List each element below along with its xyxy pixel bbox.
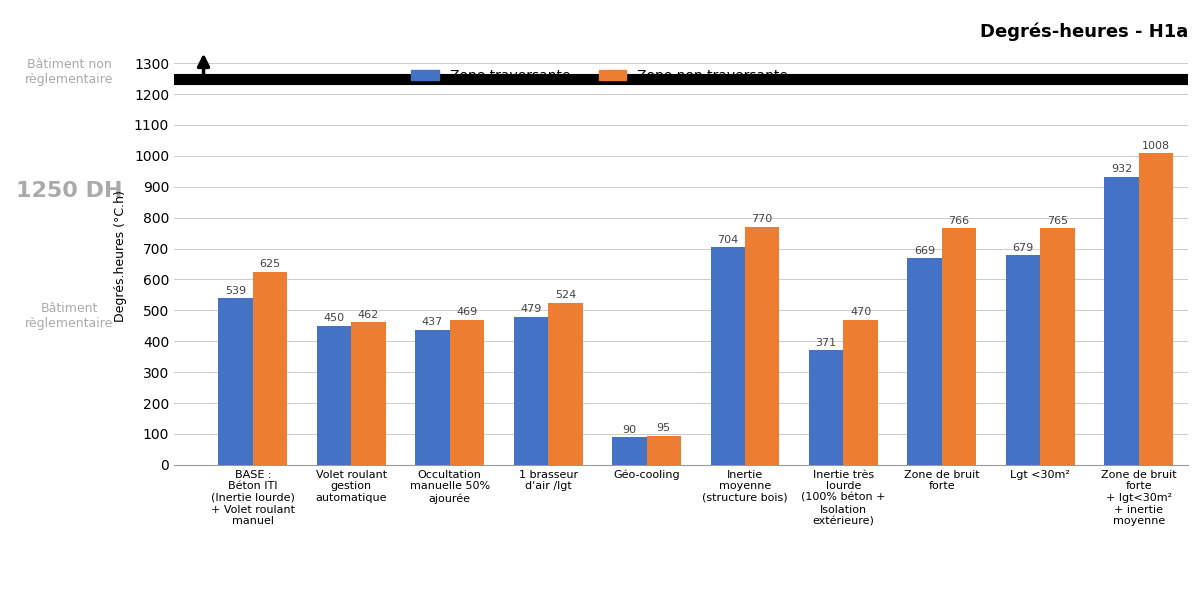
Bar [415, 330, 450, 465]
Bar [844, 319, 878, 465]
Bar [514, 317, 548, 465]
Bar [1006, 255, 1040, 465]
Bar [1040, 228, 1075, 465]
Text: 932: 932 [1111, 164, 1132, 175]
Bar [548, 303, 582, 465]
Text: 539: 539 [224, 286, 246, 296]
Text: 1008: 1008 [1142, 141, 1170, 151]
Bar [352, 322, 385, 465]
Bar [809, 350, 844, 465]
Text: Bâtiment
règlementaire: Bâtiment règlementaire [25, 302, 113, 330]
Legend: Zone traversante, Zone non traversante: Zone traversante, Zone non traversante [406, 63, 794, 88]
Y-axis label: Degrés.heures (°C.h): Degrés.heures (°C.h) [114, 190, 127, 322]
Text: 469: 469 [456, 308, 478, 318]
Bar [612, 437, 647, 465]
Text: 766: 766 [948, 216, 970, 226]
Text: 625: 625 [259, 259, 281, 269]
Bar [253, 272, 287, 465]
Bar [1104, 177, 1139, 465]
Text: 371: 371 [816, 338, 836, 347]
Bar [317, 326, 352, 465]
Text: 470: 470 [850, 307, 871, 317]
Bar [745, 227, 780, 465]
Bar [1139, 153, 1174, 465]
Text: 462: 462 [358, 310, 379, 319]
Text: 479: 479 [520, 305, 541, 314]
Text: 450: 450 [324, 313, 344, 324]
Bar [450, 320, 484, 465]
Text: 704: 704 [718, 235, 738, 245]
Bar [942, 228, 977, 465]
Text: Bâtiment non
règlementaire: Bâtiment non règlementaire [25, 58, 113, 85]
Text: 669: 669 [914, 246, 935, 256]
Text: 95: 95 [656, 423, 671, 433]
Bar [907, 258, 942, 465]
Text: Degrés-heures - H1a: Degrés-heures - H1a [979, 22, 1188, 41]
Bar [218, 299, 253, 465]
Bar [710, 247, 745, 465]
Text: 437: 437 [421, 317, 443, 327]
Text: 1250 DH: 1250 DH [16, 181, 122, 201]
Text: 524: 524 [554, 290, 576, 300]
Text: 679: 679 [1013, 243, 1033, 253]
Bar [647, 436, 682, 465]
Text: 765: 765 [1046, 216, 1068, 226]
Text: 770: 770 [751, 215, 773, 225]
Text: 90: 90 [623, 424, 636, 434]
